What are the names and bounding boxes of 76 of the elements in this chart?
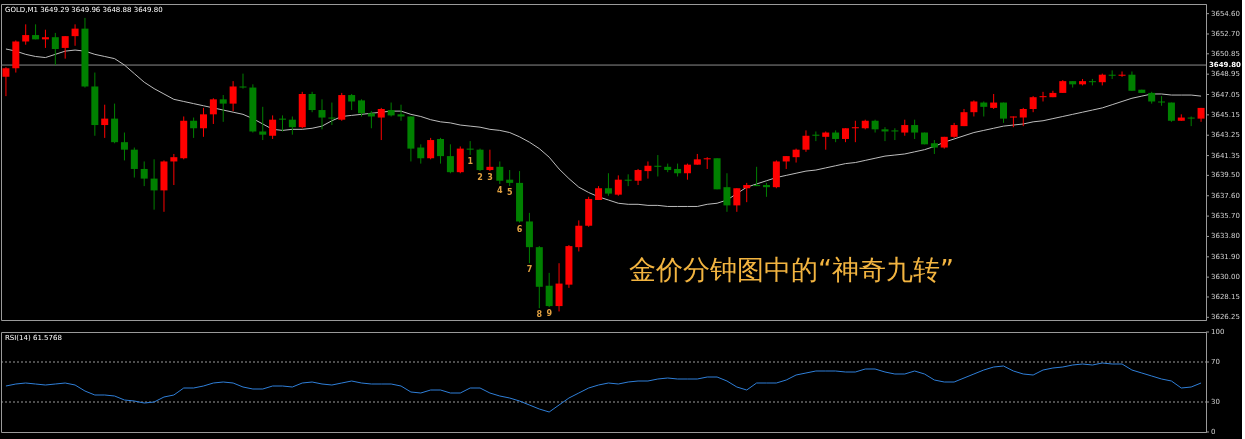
- candlestick: [2, 66, 10, 97]
- candlestick: [614, 174, 622, 197]
- candlestick: [891, 127, 899, 141]
- candlestick: [812, 130, 820, 142]
- line-series: [5, 362, 1202, 413]
- text: 3: [487, 173, 493, 183]
- candlestick: [377, 107, 385, 141]
- candlestick: [219, 94, 227, 123]
- candlestick: [644, 160, 652, 180]
- candlestick: [733, 187, 741, 213]
- text: 9: [546, 309, 552, 319]
- candlestick: [318, 98, 326, 130]
- candlestick: [328, 102, 336, 126]
- candlestick: [51, 32, 59, 66]
- candlestick: [1019, 107, 1027, 127]
- candlestick: [802, 129, 810, 153]
- candlestick: [150, 158, 158, 211]
- candlestick: [41, 29, 49, 49]
- candlestick: [140, 160, 148, 187]
- candlestick: [22, 23, 30, 46]
- candlestick: [1039, 91, 1047, 102]
- candlestick: [456, 145, 464, 174]
- candlestick: [427, 137, 435, 160]
- annotation: 金价分钟图中的“神奇九转”: [629, 254, 954, 286]
- candlestick: [703, 156, 711, 170]
- candlestick: [851, 120, 859, 143]
- candlestick: [288, 115, 296, 136]
- candlestick: [723, 172, 731, 213]
- candlestick: [911, 119, 919, 140]
- text: 8: [536, 310, 543, 320]
- line-series: [5, 48, 1202, 207]
- candlestick: [822, 130, 830, 151]
- candlestick: [446, 143, 454, 174]
- text: 1: [467, 157, 473, 167]
- candlestick: [120, 132, 128, 161]
- candlestick: [753, 166, 761, 187]
- text: 6: [516, 224, 523, 234]
- candlestick: [279, 114, 286, 132]
- candlestick: [397, 104, 405, 122]
- candlestick: [229, 80, 237, 112]
- candlestick: [170, 153, 178, 186]
- candlestick: [743, 182, 751, 203]
- text: 5: [506, 188, 513, 198]
- candlestick: [555, 262, 563, 312]
- text: 7: [526, 265, 533, 275]
- candlestick: [545, 272, 553, 308]
- text: 4: [497, 185, 503, 195]
- text: 2: [477, 173, 483, 183]
- candlestick: [437, 137, 445, 165]
- candlestick: [190, 117, 198, 139]
- candlestick: [496, 160, 504, 185]
- candlestick: [387, 102, 395, 117]
- candlestick: [604, 172, 612, 197]
- candlestick: [466, 140, 474, 156]
- candlestick: [881, 126, 889, 142]
- candlestick: [130, 147, 138, 179]
- candlestick: [476, 148, 484, 172]
- candlestick: [624, 173, 632, 187]
- candlestick: [792, 148, 800, 164]
- candlestick: [71, 23, 79, 47]
- candlestick: [417, 143, 425, 165]
- candlestick: [575, 219, 583, 252]
- candlestick: [259, 106, 267, 141]
- candlestick: [654, 154, 662, 177]
- candlestick: [61, 35, 69, 60]
- candlestick: [1187, 115, 1195, 127]
- candlestick: [1128, 70, 1136, 92]
- candlestick: [101, 104, 109, 139]
- candlestick: [111, 103, 119, 144]
- candlestick: [486, 149, 494, 172]
- candlestick: [308, 91, 316, 113]
- candlestick: [209, 97, 217, 125]
- candlestick: [1118, 70, 1126, 78]
- candlestick: [269, 114, 277, 140]
- candlestick: [239, 73, 247, 90]
- candlestick: [199, 107, 207, 138]
